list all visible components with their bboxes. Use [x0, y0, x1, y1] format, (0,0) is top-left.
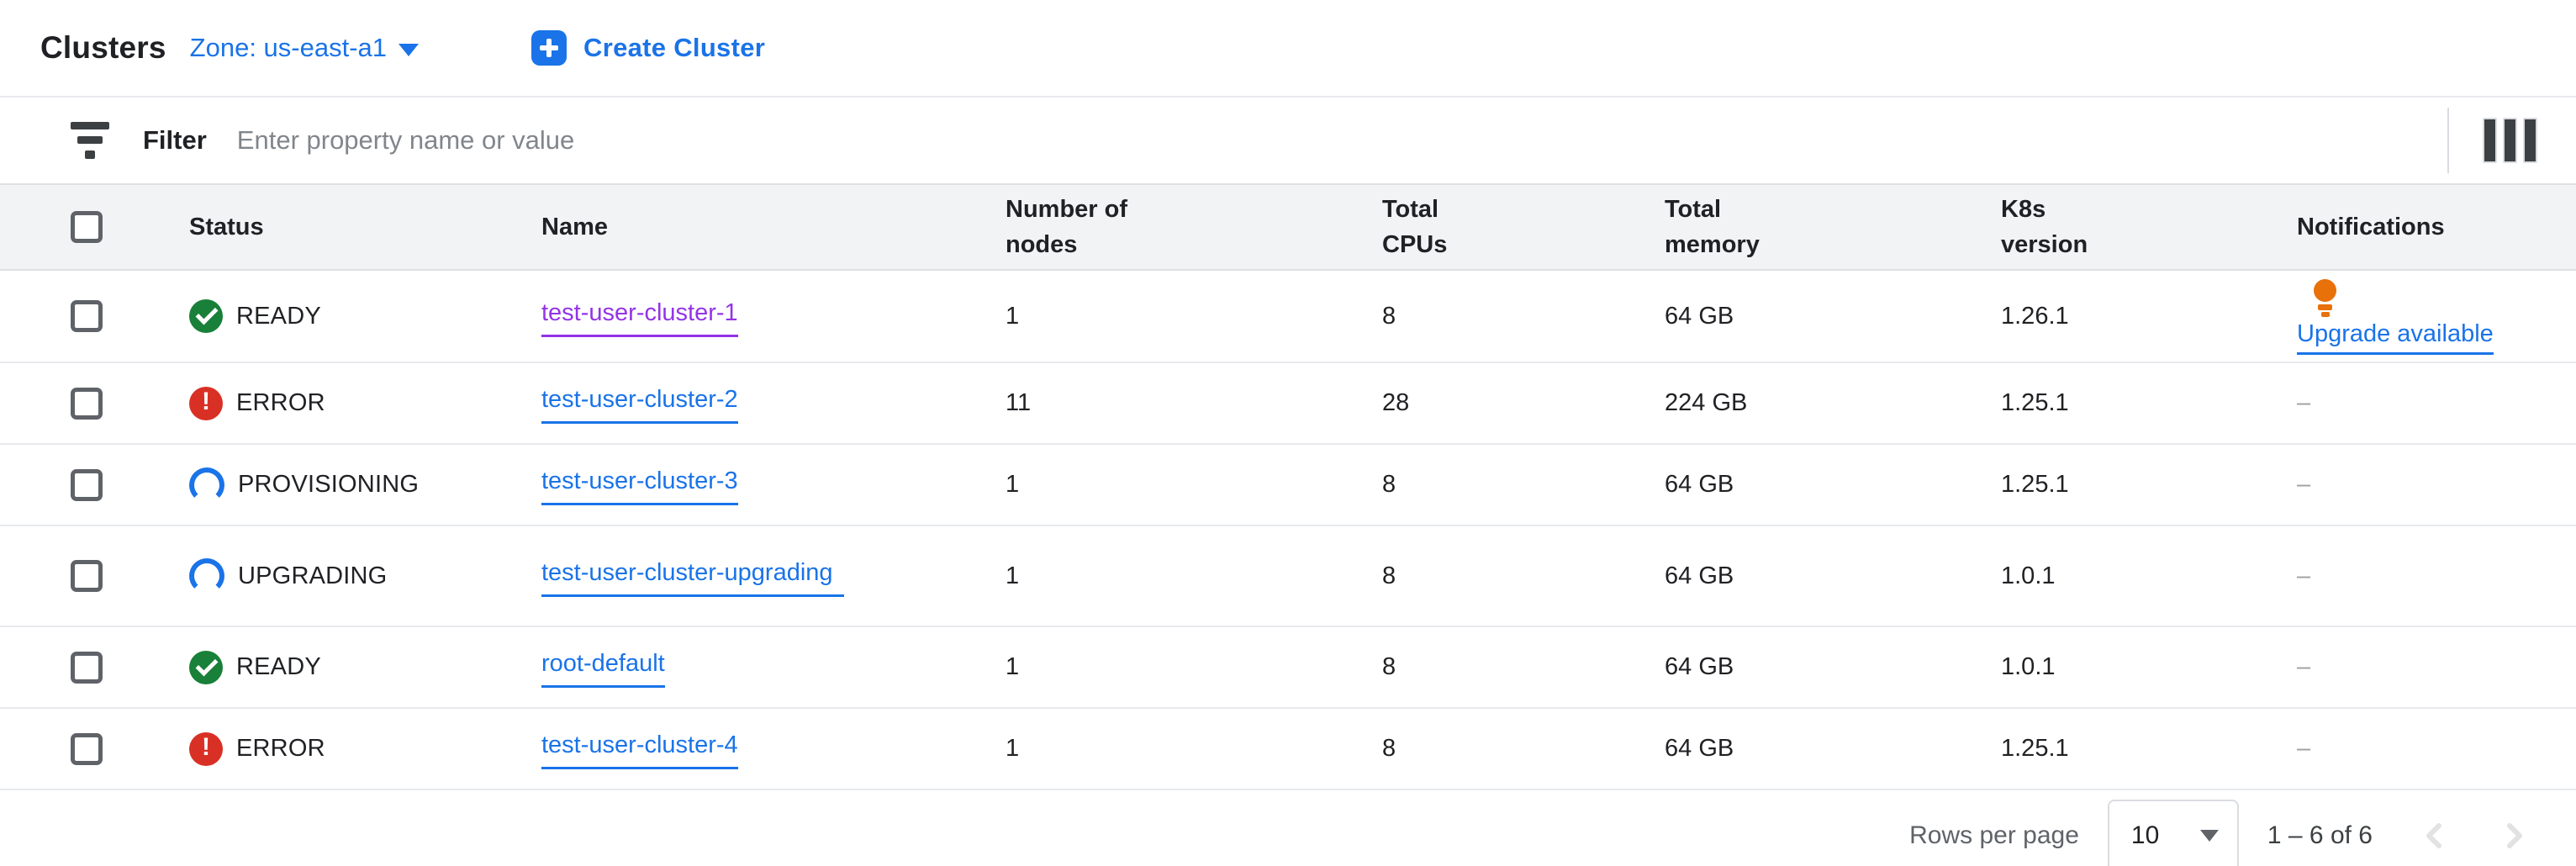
clusters-table: Status Name Number of nodes Total CPUs T… — [0, 183, 2576, 790]
nodes-value: 1 — [1006, 735, 1020, 762]
no-notification-dash: – — [2297, 735, 2311, 762]
chevron-down-icon — [2199, 830, 2219, 842]
cpus-value: 28 — [1382, 389, 1410, 416]
status-label: UPGRADING — [238, 562, 388, 589]
cpus-value: 8 — [1382, 562, 1396, 589]
memory-value: 224 GB — [1665, 389, 1748, 416]
nodes-value: 1 — [1006, 653, 1020, 680]
column-header-name: Name — [541, 214, 608, 240]
column-header-notifications: Notifications — [2297, 214, 2445, 240]
row-checkbox[interactable] — [71, 732, 103, 765]
nodes-value: 1 — [1006, 471, 1020, 498]
status-label: READY — [236, 653, 321, 680]
header-divider — [0, 96, 2576, 98]
k8s-version-value: 1.25.1 — [2001, 735, 2069, 762]
nodes-value: 1 — [1006, 562, 1020, 589]
column-header-cpus: Total CPUs — [1382, 196, 1448, 258]
cpus-value: 8 — [1382, 471, 1396, 498]
memory-value: 64 GB — [1665, 302, 1734, 330]
cluster-name-link[interactable]: test-user-cluster-2 — [541, 383, 738, 424]
filter-bar-divider — [2447, 108, 2449, 173]
zone-selector-label: Zone: us-east-a1 — [189, 33, 388, 62]
column-header-memory: Total memory — [1665, 196, 1760, 258]
nodes-value: 1 — [1006, 302, 1020, 330]
lightbulb-icon — [2314, 279, 2336, 317]
status-error-icon — [189, 731, 223, 766]
page-title: Clusters — [40, 30, 166, 65]
cpus-value: 8 — [1382, 653, 1396, 680]
filter-bar: Filter — [0, 98, 2576, 183]
memory-value: 64 GB — [1665, 735, 1734, 762]
column-header-status: Status — [189, 214, 264, 240]
row-checkbox[interactable] — [71, 651, 103, 684]
rows-per-page-select[interactable]: 10 — [2107, 800, 2239, 866]
previous-page-button[interactable] — [2410, 811, 2460, 861]
cluster-name-link[interactable]: test-user-cluster-3 — [541, 464, 738, 505]
select-all-checkbox[interactable] — [71, 211, 103, 243]
pagination-range: 1 – 6 of 6 — [2267, 821, 2373, 849]
chevron-down-icon — [399, 43, 420, 56]
memory-value: 64 GB — [1665, 471, 1734, 498]
cluster-name-link[interactable]: test-user-cluster-upgrading — [541, 556, 844, 597]
cpus-value: 8 — [1382, 302, 1396, 330]
k8s-version-value: 1.0.1 — [2001, 562, 2056, 589]
k8s-version-value: 1.25.1 — [2001, 389, 2069, 416]
status-ready-icon — [189, 650, 223, 684]
table-row: ERROR test-user-cluster-4 1 8 64 GB 1.25… — [0, 708, 2576, 789]
filter-label: Filter — [143, 125, 207, 155]
cluster-name-link[interactable]: root-default — [541, 647, 665, 688]
column-header-k8s-version: K8s version — [2001, 196, 2088, 258]
status-ready-icon — [189, 299, 223, 333]
column-display-options-icon[interactable] — [2478, 113, 2542, 168]
table-row: UPGRADING test-user-cluster-upgrading 1 … — [0, 525, 2576, 626]
row-checkbox[interactable] — [71, 300, 103, 332]
table-row: READY test-user-cluster-1 1 8 64 GB 1.26… — [0, 270, 2576, 362]
row-checkbox[interactable] — [71, 468, 103, 501]
rows-per-page-value: 10 — [2130, 821, 2160, 849]
create-cluster-button[interactable]: Create Cluster — [531, 30, 765, 66]
plus-icon — [531, 30, 567, 66]
no-notification-dash: – — [2297, 471, 2311, 498]
chevron-right-icon — [2507, 823, 2522, 848]
no-notification-dash: – — [2297, 653, 2311, 680]
nodes-value: 11 — [1006, 389, 1032, 416]
cpus-value: 8 — [1382, 735, 1396, 762]
table-row: ERROR test-user-cluster-2 11 28 224 GB 1… — [0, 362, 2576, 444]
status-upgrading-spinner-icon — [189, 558, 224, 594]
chevron-left-icon — [2426, 823, 2441, 848]
table-row: READY root-default 1 8 64 GB 1.0.1 – — [0, 626, 2576, 708]
status-provisioning-spinner-icon — [189, 467, 224, 503]
no-notification-dash: – — [2297, 389, 2311, 416]
memory-value: 64 GB — [1665, 562, 1734, 589]
create-cluster-label: Create Cluster — [583, 33, 766, 62]
filter-input[interactable] — [236, 125, 2419, 156]
status-error-icon — [189, 386, 223, 420]
status-label: PROVISIONING — [238, 471, 420, 498]
k8s-version-value: 1.26.1 — [2001, 302, 2069, 330]
page-header: Clusters Zone: us-east-a1 Create Cluster — [0, 0, 2576, 96]
row-checkbox[interactable] — [71, 387, 103, 420]
zone-selector[interactable]: Zone: us-east-a1 — [189, 33, 420, 63]
status-label: ERROR — [236, 735, 325, 762]
table-header-row: Status Name Number of nodes Total CPUs T… — [0, 184, 2576, 270]
memory-value: 64 GB — [1665, 653, 1734, 680]
no-notification-dash: – — [2297, 562, 2311, 589]
row-checkbox[interactable] — [71, 560, 103, 592]
column-header-nodes: Number of nodes — [1006, 196, 1127, 258]
k8s-version-value: 1.0.1 — [2001, 653, 2056, 680]
pagination-bar: Rows per page 10 1 – 6 of 6 — [0, 790, 2576, 866]
cluster-name-link[interactable]: test-user-cluster-4 — [541, 728, 738, 769]
k8s-version-value: 1.25.1 — [2001, 471, 2069, 498]
rows-per-page-label: Rows per page — [1909, 821, 2079, 849]
filter-icon — [71, 122, 109, 159]
next-page-button[interactable] — [2489, 811, 2539, 861]
status-label: READY — [236, 302, 321, 330]
cluster-name-link[interactable]: test-user-cluster-1 — [541, 296, 738, 337]
upgrade-available-link[interactable]: Upgrade available — [2297, 320, 2494, 355]
status-label: ERROR — [236, 389, 325, 416]
table-row: PROVISIONING test-user-cluster-3 1 8 64 … — [0, 444, 2576, 525]
